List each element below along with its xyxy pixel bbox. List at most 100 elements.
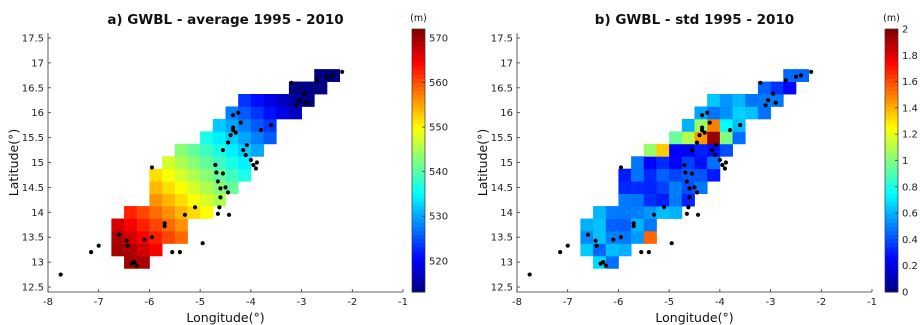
heatmap-cell (631, 156, 645, 170)
heatmap-cell (250, 94, 264, 107)
station-point (58, 272, 63, 277)
colorbar-segment (885, 131, 898, 137)
heatmap-cell (732, 131, 746, 145)
station-point (241, 147, 246, 153)
heatmap-cell (656, 168, 670, 182)
colorbar-unit: (m) (883, 13, 900, 24)
colorbar-segment (412, 275, 425, 281)
station-point (585, 232, 591, 237)
colorbar-segment (412, 242, 425, 248)
y-tick-label: 17.5 (22, 33, 44, 44)
colorbar-segment (885, 123, 898, 129)
heatmap-cell (618, 243, 632, 257)
colorbar-segment (412, 86, 425, 92)
colorbar-segment (412, 111, 425, 116)
colorbar-segment (412, 263, 425, 268)
colorbar-segment (412, 250, 425, 256)
colorbar-tick-label: 1.6 (902, 77, 918, 88)
station-point (248, 157, 253, 163)
heatmap-cell (174, 206, 188, 219)
heatmap-cell (174, 143, 188, 157)
station-point (683, 170, 688, 175)
y-tick-label: 12.5 (491, 283, 513, 294)
station-point (694, 140, 700, 145)
heatmap-cell (669, 193, 683, 207)
station-point (220, 171, 226, 176)
heatmap-cell (618, 218, 632, 232)
station-point (618, 165, 624, 170)
colorbar-segment (885, 152, 898, 157)
colorbar-segment (885, 205, 898, 211)
colorbar-segment (885, 255, 898, 260)
colorbar-segment (412, 201, 425, 207)
colorbar-frame (411, 28, 426, 293)
y-tick-label: 14.5 (491, 183, 513, 194)
colorbar-segment (885, 70, 898, 75)
heatmap-cell (605, 230, 619, 244)
y-tick-label: 13.5 (491, 233, 513, 244)
heatmap-cell (174, 193, 188, 207)
station-point (527, 272, 532, 277)
heatmap-cell (314, 81, 328, 95)
heatmap-cell (149, 168, 163, 182)
heatmap-cell (149, 218, 163, 232)
x-tick-label: -8 (512, 297, 522, 308)
colorbar-segment (412, 139, 425, 145)
heatmap-cell (225, 168, 239, 182)
colorbar-segment (885, 148, 898, 153)
heatmap-cell (187, 143, 201, 157)
colorbar-segment (885, 37, 898, 42)
colorbar-segment (885, 176, 898, 182)
y-tick-label: 17 (500, 58, 513, 69)
heatmap-cell (149, 243, 163, 257)
colorbar-segment (885, 119, 898, 125)
x-tick-label: -5 (195, 297, 205, 308)
heatmap-cell (618, 193, 632, 207)
heatmap-cell (643, 156, 657, 170)
station-point (684, 179, 689, 184)
colorbar-segment (412, 94, 425, 100)
heatmap-cell (111, 230, 125, 244)
colorbar-segment (885, 259, 898, 264)
station-point (712, 152, 717, 158)
station-point (705, 110, 710, 115)
heatmap-cell (694, 143, 708, 157)
station-point (231, 125, 236, 130)
station-point (631, 224, 636, 229)
y-tick-label: 15 (500, 158, 513, 169)
colorbar-segment (885, 263, 898, 268)
heatmap-cell (618, 230, 632, 244)
station-point (594, 243, 599, 248)
colorbar-tick-label: 570 (429, 33, 448, 44)
x-tick-label: -7 (563, 297, 573, 308)
station-point (639, 250, 644, 255)
panel-average: -8 -7 -6 -5 -4 -3 -2 -1 12.5 13 13.5 14 14.5 15 15.5 16… (6, 12, 448, 325)
station-point (314, 78, 319, 83)
heatmap-cell (694, 168, 708, 182)
x-tick-label: -4 (715, 297, 725, 308)
heatmap-cell (707, 131, 721, 145)
station-point (192, 205, 198, 210)
colorbar-tick-label: 1 (902, 156, 908, 167)
y-tick-label: 15 (31, 158, 44, 169)
colorbar-segment (885, 61, 898, 67)
x-tick-label: -2 (347, 297, 357, 308)
heatmap-cell (162, 193, 176, 207)
y-tick-label: 16.5 (491, 83, 513, 94)
heatmap-cell (250, 143, 264, 157)
colorbar-segment (412, 57, 425, 63)
x-axis-label: Longitude(°) (186, 310, 264, 325)
heatmap-cell (225, 118, 239, 132)
heatmap-cell (187, 193, 201, 207)
colorbar-segment (412, 246, 425, 252)
colorbar-tick-label: 0.4 (902, 235, 918, 246)
station-point (215, 211, 220, 216)
heatmap-cell (694, 156, 708, 170)
heatmap-cell (301, 94, 315, 107)
heatmap-cell (745, 106, 759, 120)
heatmap-cell (136, 230, 150, 244)
colorbar-segment (885, 94, 898, 100)
colorbar-tick-label: 0.2 (902, 261, 918, 272)
colorbar-segment (412, 70, 425, 75)
heatmap-cell (149, 193, 163, 207)
